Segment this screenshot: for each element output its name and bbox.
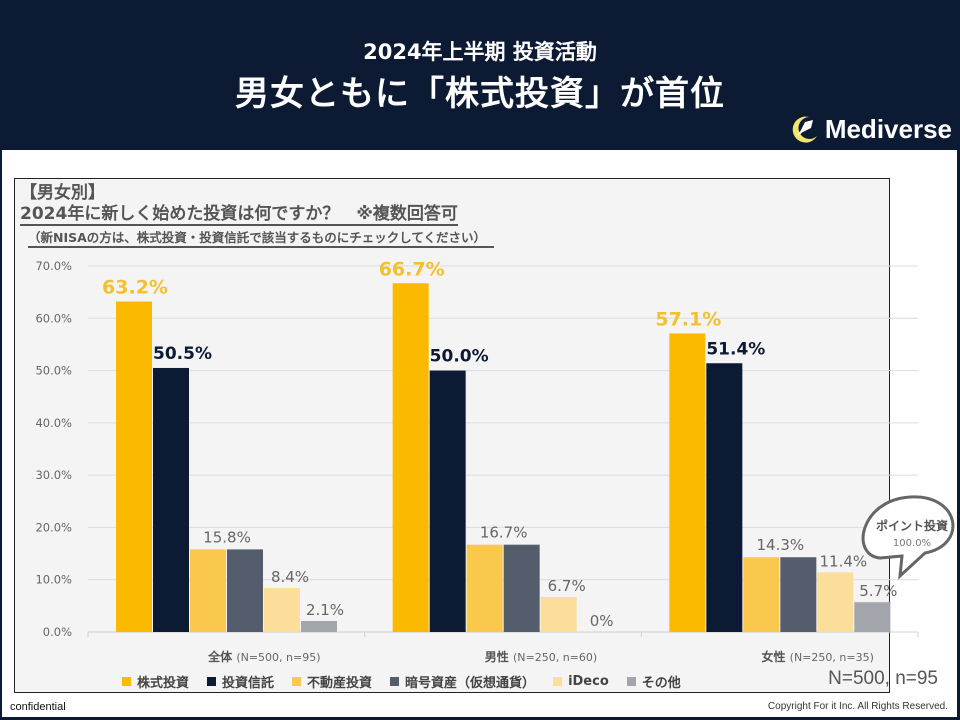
- legend-swatch: [292, 677, 302, 686]
- legend-label: 投資信託: [222, 676, 275, 691]
- data-label: 66.7%: [379, 258, 445, 280]
- y-tick-label: 40.0%: [35, 416, 72, 430]
- bar-crypto: [503, 544, 540, 632]
- y-tick-label: 0.0%: [43, 625, 72, 639]
- y-tick-label: 30.0%: [35, 468, 72, 482]
- bar-realestate: [190, 549, 226, 632]
- data-label: 8.4%: [271, 568, 309, 586]
- bar-crypto: [780, 557, 817, 632]
- y-tick-label: 10.0%: [35, 573, 72, 587]
- legend-item-stock: 株式投資: [122, 672, 189, 691]
- y-tick-label: 50.0%: [35, 364, 72, 378]
- bar-fund: [429, 370, 466, 632]
- bar-stock: [116, 301, 152, 632]
- bar-fund: [153, 367, 189, 632]
- bar-realestate: [743, 557, 780, 632]
- header-banner: 2024年上半期 投資活動 男女ともに「株式投資」が首位 Mediverse: [0, 0, 960, 150]
- legend-item-ideco: iDeco: [553, 674, 609, 689]
- bar-ideco: [540, 596, 577, 632]
- legend-item-realestate: 不動産投資: [292, 672, 372, 691]
- data-label: 16.7%: [480, 524, 528, 542]
- confidential-label: confidential: [10, 701, 66, 713]
- header-subtitle: 2024年上半期 投資活動: [363, 40, 597, 64]
- footer-strip: [2, 695, 957, 717]
- y-tick-label: 60.0%: [35, 311, 72, 325]
- legend-label: 不動産投資: [307, 676, 373, 691]
- copyright-text: Copyright For it Inc. All Rights Reserve…: [767, 701, 948, 712]
- y-tick-label: 20.0%: [35, 520, 72, 534]
- x-category-label: 女性 (N=250, n=35): [761, 649, 873, 664]
- crescent-rocket-icon: [792, 116, 817, 143]
- bar-stock: [669, 333, 706, 632]
- callout-bubble: ポイント投資 100.0%: [861, 495, 955, 580]
- bar-fund: [706, 363, 743, 632]
- chart-legend: 株式投資 投資信託 不動産投資 暗号資産（仮想通貨） iDeco その他: [122, 672, 699, 691]
- legend-swatch: [122, 677, 131, 686]
- legend-swatch: [390, 677, 400, 686]
- bar-ideco: [817, 572, 854, 632]
- bar-ideco: [264, 588, 300, 632]
- bar-other: [301, 621, 337, 632]
- data-label: 57.1%: [655, 308, 721, 330]
- legend-label: その他: [641, 676, 681, 691]
- question-text: 2024年に新しく始めた投資は何ですか？ ※複数回答可: [20, 204, 458, 226]
- data-label: 6.7%: [548, 577, 586, 595]
- legend-label: iDeco: [568, 674, 609, 689]
- y-tick-label: 70.0%: [35, 259, 72, 273]
- legend-swatch: [207, 677, 217, 686]
- segment-heading: 【男女別】: [20, 183, 105, 203]
- legend-item-fund: 投資信託: [207, 672, 274, 691]
- data-label: 15.8%: [203, 528, 251, 546]
- data-label: 5.7%: [859, 582, 897, 600]
- bar-other: [854, 602, 891, 632]
- bar-stock: [392, 283, 429, 632]
- data-label: 63.2%: [102, 277, 168, 299]
- bar-realestate: [466, 544, 503, 632]
- x-category-label: 男性 (N=250, n=60): [485, 649, 597, 664]
- x-category-label: 全体 (N=500, n=95): [207, 649, 320, 664]
- callout-value: 100.0%: [893, 538, 931, 549]
- sample-size-label: N=500, n=95: [828, 668, 938, 689]
- data-label: 2.1%: [306, 601, 344, 619]
- callout-title: ポイント投資: [876, 518, 948, 533]
- legend-swatch: [553, 677, 563, 686]
- legend-label: 暗号資産（仮想通貨）: [405, 676, 536, 691]
- question-note: （新NISAの方は、株式投資・投資信託で該当するものにチェックしてください）: [28, 230, 495, 248]
- brand-logo: Mediverse: [787, 112, 952, 146]
- data-label: 50.0%: [430, 347, 489, 367]
- legend-label: 株式投資: [137, 676, 190, 691]
- data-label: 50.5%: [153, 344, 212, 364]
- header-title: 男女ともに「株式投資」が首位: [235, 74, 725, 114]
- brand-name: Mediverse: [824, 113, 952, 144]
- legend-swatch: [626, 677, 636, 686]
- data-label: 0%: [590, 612, 614, 630]
- legend-item-crypto: 暗号資産（仮想通貨）: [390, 672, 535, 691]
- bar-crypto: [227, 549, 263, 632]
- data-label: 11.4%: [820, 552, 868, 570]
- legend-item-other: その他: [626, 672, 681, 691]
- data-label: 14.3%: [757, 536, 805, 554]
- data-label: 51.4%: [706, 339, 765, 359]
